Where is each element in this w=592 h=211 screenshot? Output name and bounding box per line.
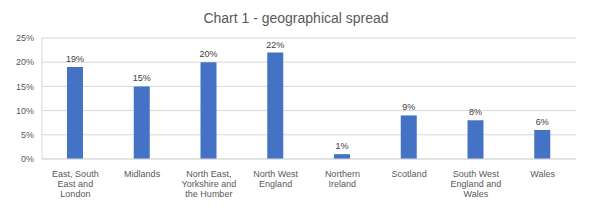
svg-text:Wales: Wales — [530, 169, 555, 179]
svg-text:Scotland: Scotland — [392, 169, 427, 179]
svg-text:8%: 8% — [469, 107, 482, 117]
svg-text:19%: 19% — [66, 54, 84, 64]
svg-text:0%: 0% — [21, 154, 34, 164]
svg-text:10%: 10% — [16, 106, 34, 116]
svg-text:North East,Yorkshire andthe Hu: North East,Yorkshire andthe Humber — [182, 169, 237, 199]
svg-text:9%: 9% — [402, 102, 415, 112]
svg-text:NorthernIreland: NorthernIreland — [325, 169, 360, 189]
svg-text:5%: 5% — [21, 130, 34, 140]
svg-text:6%: 6% — [536, 117, 549, 127]
svg-text:Midlands: Midlands — [124, 169, 161, 179]
svg-text:15%: 15% — [16, 82, 34, 92]
svg-text:20%: 20% — [199, 49, 217, 59]
svg-text:22%: 22% — [266, 40, 284, 50]
svg-text:20%: 20% — [16, 57, 34, 67]
html-text:Chart 1 - geographical spread: Chart 1 - geographical spread — [203, 10, 389, 26]
svg-text:25%: 25% — [16, 33, 34, 43]
svg-text:South WestEngland andWales: South WestEngland andWales — [451, 169, 502, 199]
svg-text:1%: 1% — [335, 141, 348, 151]
svg-text:North WestEngland: North WestEngland — [253, 169, 298, 189]
svg-text:15%: 15% — [133, 73, 151, 83]
svg-text:East, SouthEast andLondon: East, SouthEast andLondon — [52, 169, 99, 199]
